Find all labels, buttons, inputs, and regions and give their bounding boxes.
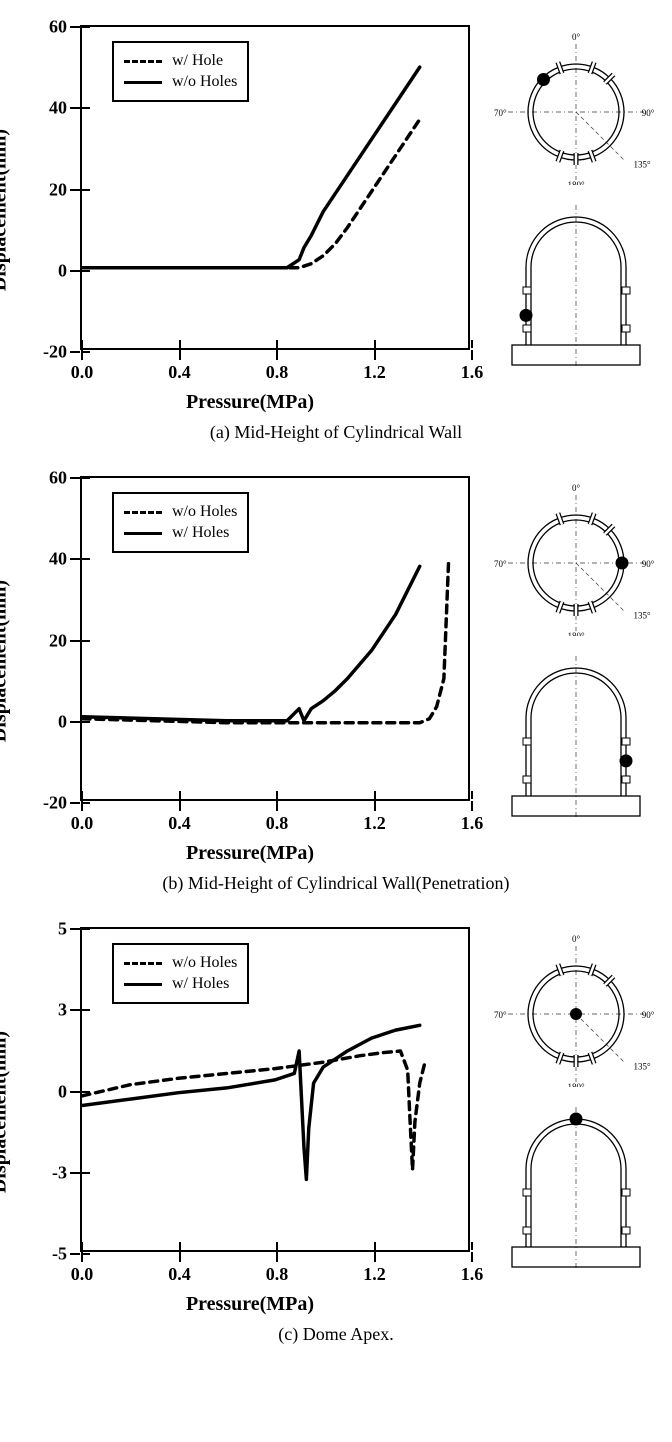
y-tick-label: -20 (27, 342, 67, 363)
legend-label-dashed: w/o Holes (172, 954, 237, 972)
y-tick-label: -3 (27, 1162, 67, 1183)
angle-label-180: 180° (567, 180, 585, 185)
angle-label-270: 270° (494, 559, 507, 569)
elevation-view-icon (494, 197, 659, 382)
x-tick-label: 0.8 (266, 362, 289, 383)
chart-c: Displacement(mm)Pressure(MPa)-5-30350.00… (10, 912, 490, 1312)
angle-label-270: 270° (494, 1010, 507, 1020)
y-tick-label: 3 (27, 1000, 67, 1021)
legend: w/o Holes w/ Holes (112, 492, 249, 553)
svg-text:135°: 135° (633, 159, 651, 169)
plan-view-icon: 0° 90° 180° 270° 135° (494, 30, 659, 185)
angle-label-180: 180° (567, 631, 585, 636)
location-marker-icon (615, 557, 628, 570)
location-marker-icon (570, 1008, 582, 1020)
legend: w/o Holes w/ Holes (112, 943, 249, 1004)
y-tick-label: 0 (27, 1081, 67, 1102)
svg-text:135°: 135° (633, 610, 651, 620)
plan-view-icon: 0° 90° 180° 270° 135° (494, 481, 659, 636)
angle-label-0: 0° (571, 483, 580, 493)
y-tick-label: 60 (27, 17, 67, 38)
y-tick-label: 0 (27, 711, 67, 732)
series-dashed (82, 1051, 425, 1170)
location-marker-icon (536, 73, 549, 86)
x-tick-label: 0.0 (71, 813, 94, 834)
series-solid (82, 566, 420, 720)
legend-label-solid: w/o Holes (172, 73, 237, 91)
y-tick-label: 5 (27, 919, 67, 940)
angle-label-0: 0° (571, 934, 580, 944)
x-tick-label: 1.6 (461, 813, 484, 834)
angle-label-90: 90° (641, 559, 654, 569)
x-tick-label: 0.4 (168, 362, 191, 383)
svg-text:135°: 135° (633, 1061, 651, 1071)
plot-area: -5-30350.00.40.81.21.6w/o Holesw/ Holes (80, 927, 470, 1252)
x-tick-label: 1.2 (363, 362, 386, 383)
angle-label-0: 0° (571, 32, 580, 42)
angle-label-90: 90° (641, 108, 654, 118)
location-diagram-a: 0° 90° 180° 270° 135° (490, 10, 662, 394)
angle-label-270: 270° (494, 108, 507, 118)
panel-a: Displacement(mm)Pressure(MPa)-2002040600… (10, 10, 662, 443)
location-marker-icon (569, 1113, 582, 1126)
y-axis-label: Displacement(mm) (0, 129, 12, 291)
y-tick-label: -20 (27, 793, 67, 814)
x-tick-label: 0.4 (168, 813, 191, 834)
panel-b: Displacement(mm)Pressure(MPa)-2002040600… (10, 461, 662, 894)
x-tick-label: 0.0 (71, 362, 94, 383)
legend-label-dashed: w/o Holes (172, 503, 237, 521)
legend: w/ Hole w/o Holes (112, 41, 249, 102)
legend-label-solid: w/ Holes (172, 975, 229, 993)
y-axis-label: Displacement(mm) (0, 1031, 12, 1193)
plot-area: -2002040600.00.40.81.21.6w/o Holesw/ Hol… (80, 476, 470, 801)
angle-label-90: 90° (641, 1010, 654, 1020)
x-tick-label: 1.6 (461, 1264, 484, 1285)
elevation-view-icon (494, 1099, 659, 1284)
y-tick-label: 20 (27, 179, 67, 200)
caption-b: (b) Mid-Height of Cylindrical Wall(Penet… (10, 873, 662, 894)
x-tick-label: 1.6 (461, 362, 484, 383)
x-axis-label: Pressure(MPa) (186, 1293, 314, 1316)
location-marker-icon (619, 754, 632, 767)
x-tick-label: 0.4 (168, 1264, 191, 1285)
y-tick-label: 20 (27, 630, 67, 651)
elevation-view-icon (494, 648, 659, 833)
series-solid (82, 1025, 420, 1179)
x-tick-label: 1.2 (363, 1264, 386, 1285)
y-tick-label: 0 (27, 260, 67, 281)
y-tick-label: -5 (27, 1244, 67, 1265)
legend-label-dashed: w/ Hole (172, 52, 223, 70)
x-tick-label: 1.2 (363, 813, 386, 834)
caption-c: (c) Dome Apex. (10, 1324, 662, 1345)
y-axis-label: Displacement(mm) (0, 580, 12, 742)
legend-label-solid: w/ Holes (172, 524, 229, 542)
plan-view-icon: 0° 90° 180° 270° 135° (494, 932, 659, 1087)
x-axis-label: Pressure(MPa) (186, 842, 314, 865)
x-tick-label: 0.8 (266, 813, 289, 834)
y-tick-label: 40 (27, 549, 67, 570)
x-tick-label: 0.0 (71, 1264, 94, 1285)
series-dashed (82, 558, 449, 723)
location-diagram-c: 0° 90° 180° 270° 135° (490, 912, 662, 1296)
plot-area: -2002040600.00.40.81.21.6w/ Holew/o Hole… (80, 25, 470, 350)
angle-label-180: 180° (567, 1082, 585, 1087)
location-diagram-b: 0° 90° 180° 270° 135° (490, 461, 662, 845)
series-dashed (82, 119, 420, 267)
x-tick-label: 0.8 (266, 1264, 289, 1285)
caption-a: (a) Mid-Height of Cylindrical Wall (10, 422, 662, 443)
chart-b: Displacement(mm)Pressure(MPa)-2002040600… (10, 461, 490, 861)
x-axis-label: Pressure(MPa) (186, 391, 314, 414)
panel-c: Displacement(mm)Pressure(MPa)-5-30350.00… (10, 912, 662, 1345)
y-tick-label: 40 (27, 98, 67, 119)
chart-a: Displacement(mm)Pressure(MPa)-2002040600… (10, 10, 490, 410)
y-tick-label: 60 (27, 468, 67, 489)
location-marker-icon (519, 309, 532, 322)
